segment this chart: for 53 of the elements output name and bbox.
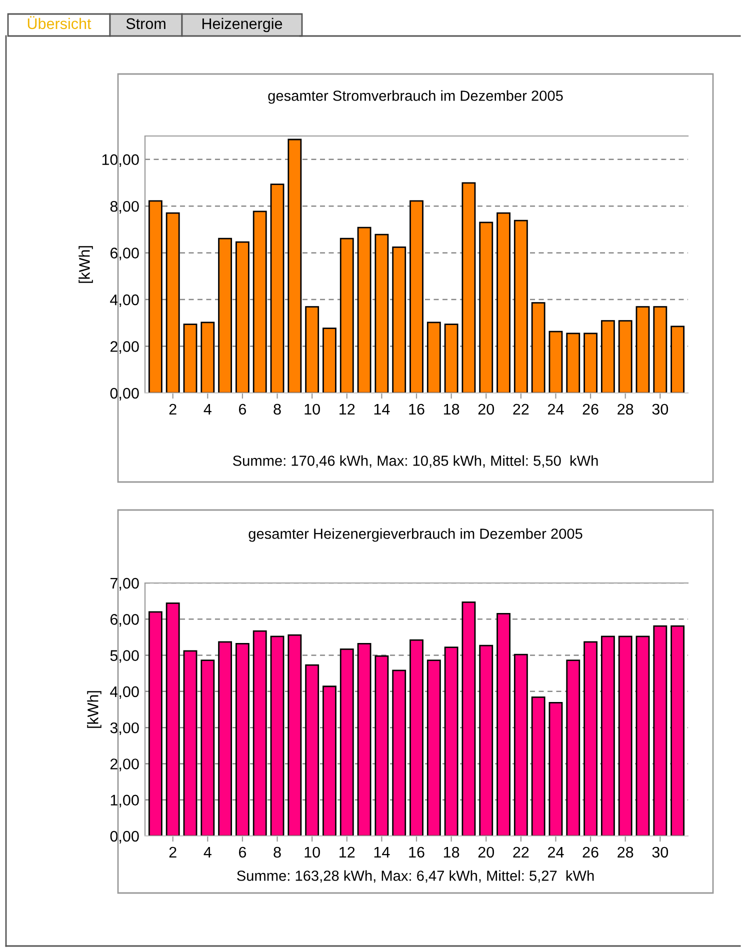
y-axis-title: [kWh] — [78, 246, 93, 283]
x-tick-label: 2 — [169, 404, 176, 414]
y-tick-label: 6,00 — [110, 248, 139, 260]
y-tick-label: 10,00 — [102, 154, 139, 167]
x-tick-label: 16 — [409, 846, 424, 858]
text: Übersicht — [28, 16, 92, 30]
chart-title: gesamter Heizenergieverbrauch im Dezember 2005 — [248, 528, 582, 542]
x-tick-label: 12 — [340, 846, 355, 858]
x-tick-label: 24 — [548, 846, 564, 858]
x-tick-label: 18 — [444, 404, 460, 415]
x-tick-label: 20 — [478, 404, 494, 415]
y-axis-title: [kWh] — [87, 691, 102, 728]
x-tick-label: 10 — [304, 846, 320, 858]
y-tick-label: 0,00 — [110, 830, 139, 844]
text: Summe: 163,28 kWh, Max: 6,47 kWh, Mittel: 5,27 kWh — [237, 870, 594, 883]
y-tick-label: 6,00 — [110, 614, 139, 627]
x-tick-label: 10 — [304, 404, 320, 415]
y-tick-label: 2,00 — [110, 341, 139, 354]
x-tick-label: 12 — [340, 404, 355, 414]
text: Heizenergie — [202, 18, 282, 32]
x-tick-label: 2 — [169, 846, 176, 858]
y-tick-label: 8,00 — [110, 200, 139, 214]
x-tick-label: 16 — [409, 404, 424, 415]
y-tick-label: 0,00 — [110, 388, 139, 400]
x-tick-label: 22 — [513, 404, 529, 414]
y-tick-label: 1,00 — [110, 794, 139, 808]
x-tick-label: 28 — [618, 404, 634, 415]
x-tick-label: 14 — [374, 846, 390, 858]
y-tick-label: 4,00 — [110, 294, 139, 308]
text: Strom — [126, 18, 166, 30]
x-tick-label: 4 — [204, 404, 212, 414]
x-tick-label: 4 — [204, 846, 212, 858]
x-tick-label: 6 — [238, 404, 246, 415]
x-tick-label: 8 — [274, 404, 281, 415]
x-tick-label: 18 — [444, 846, 460, 858]
x-tick-label: 28 — [618, 846, 634, 858]
x-tick-label: 30 — [652, 846, 668, 858]
y-tick-label: 3,00 — [110, 722, 139, 736]
x-tick-label: 30 — [652, 404, 668, 415]
y-tick-label: 5,00 — [110, 650, 139, 663]
x-tick-label: 6 — [238, 846, 246, 858]
chart-title: gesamter Stromverbrauch im Dezember 2005 — [268, 90, 563, 104]
x-tick-label: 20 — [478, 846, 494, 858]
x-tick-label: 26 — [582, 846, 598, 858]
y-tick-label: 4,00 — [110, 686, 139, 699]
text: Summe: 170,46 kWh, Max: 10,85 kWh, Mittel: 5,50 kWh — [233, 455, 598, 468]
x-tick-label: 24 — [548, 404, 564, 414]
x-tick-label: 14 — [374, 404, 390, 414]
x-tick-label: 22 — [513, 846, 529, 858]
y-tick-label: 2,00 — [110, 758, 139, 772]
x-tick-label: 8 — [274, 846, 281, 858]
y-tick-label: 7,00 — [110, 578, 139, 590]
x-tick-label: 26 — [582, 404, 598, 415]
